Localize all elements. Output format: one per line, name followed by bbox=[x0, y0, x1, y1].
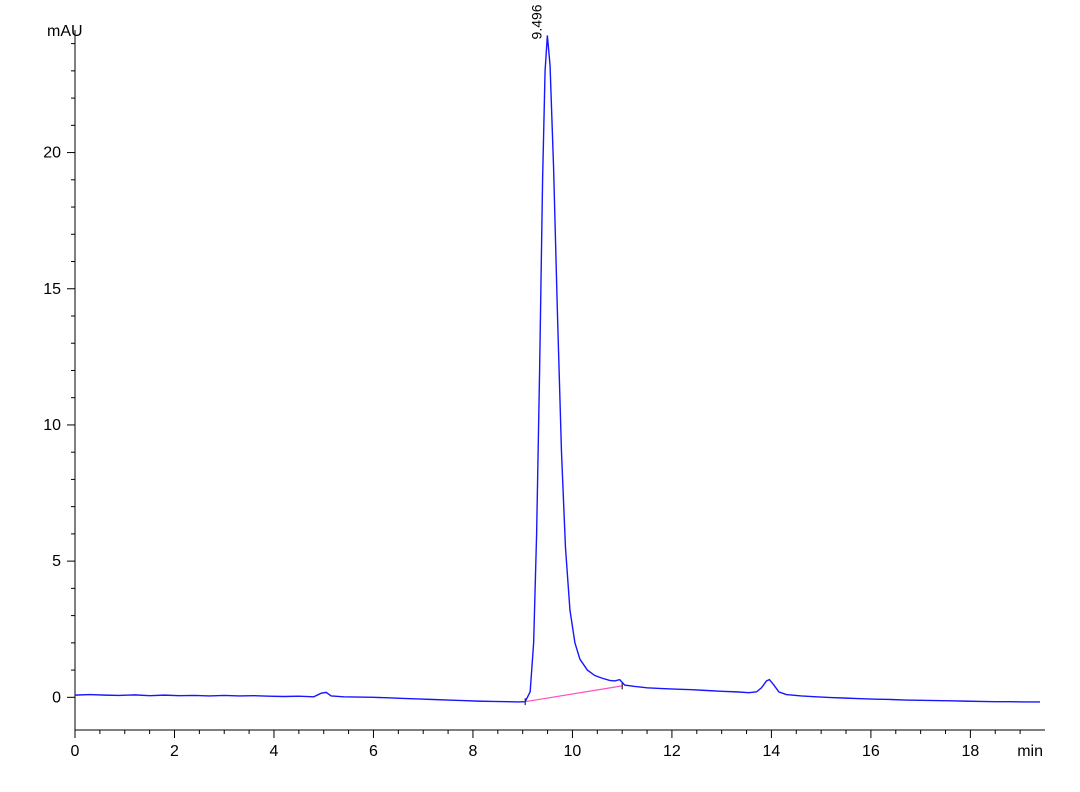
x-tick-label: 18 bbox=[961, 743, 979, 760]
x-tick-label: 8 bbox=[468, 743, 477, 760]
peak-label: 9.496 bbox=[528, 4, 544, 39]
x-axis-label: min bbox=[1017, 743, 1043, 760]
y-tick-label: 15 bbox=[43, 281, 61, 298]
peak-baseline bbox=[525, 686, 622, 702]
x-tick-label: 12 bbox=[663, 743, 681, 760]
y-axis-label: mAU bbox=[47, 23, 83, 40]
x-tick-label: 14 bbox=[763, 743, 781, 760]
x-tick-label: 10 bbox=[564, 743, 582, 760]
chromatogram-trace bbox=[75, 35, 1040, 701]
x-tick-label: 2 bbox=[170, 743, 179, 760]
x-tick-label: 16 bbox=[862, 743, 880, 760]
x-tick-label: 4 bbox=[270, 743, 279, 760]
y-tick-label: 5 bbox=[52, 553, 61, 570]
y-tick-label: 0 bbox=[52, 689, 61, 706]
chromatogram-chart: 0 2 4 6 8 10 12 14 16 18 0 5 10 15 20 mAU min 9.496 bbox=[0, 0, 1080, 792]
y-tick-label: 10 bbox=[43, 417, 61, 434]
y-tick-label: 20 bbox=[43, 145, 61, 162]
x-tick-label: 6 bbox=[369, 743, 378, 760]
chart-svg: 0 2 4 6 8 10 12 14 16 18 0 5 10 15 20 mAU min 9.496 bbox=[0, 0, 1080, 792]
x-tick-label: 0 bbox=[71, 743, 80, 760]
